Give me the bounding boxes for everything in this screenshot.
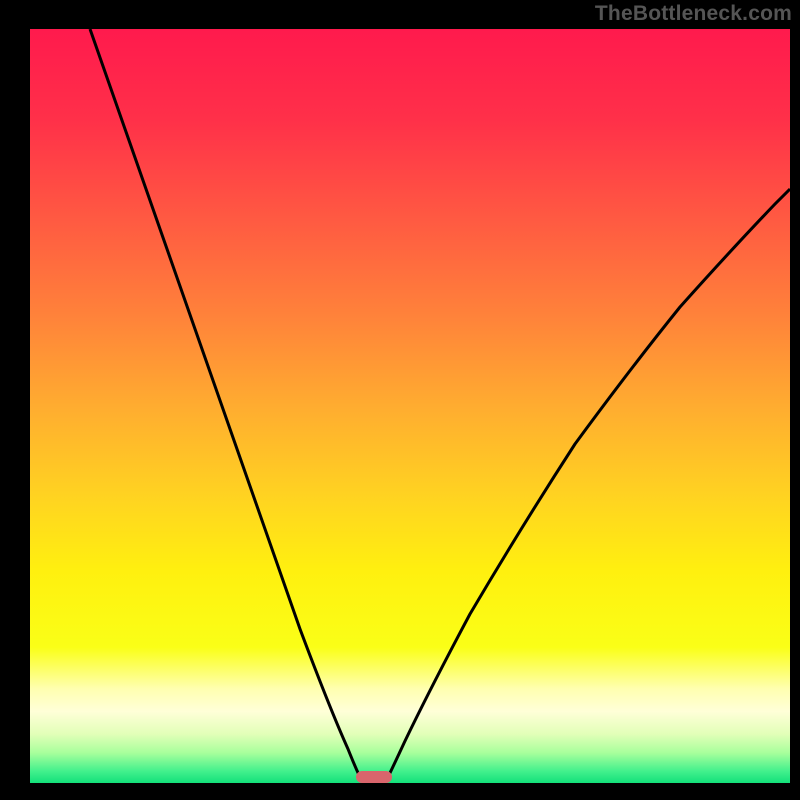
chart-frame: TheBottleneck.com [0, 0, 800, 800]
plot-area [30, 29, 790, 783]
gradient-background [30, 29, 790, 783]
optimal-marker [356, 771, 392, 783]
watermark-text: TheBottleneck.com [595, 2, 792, 26]
